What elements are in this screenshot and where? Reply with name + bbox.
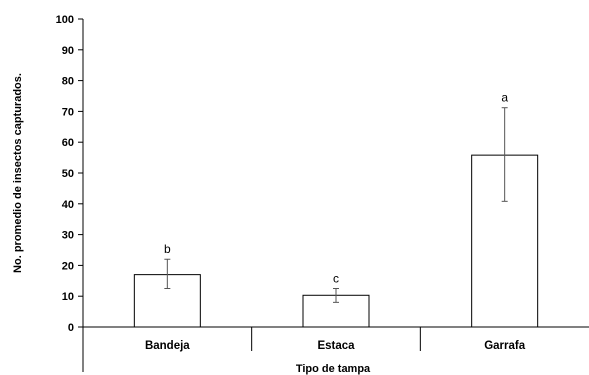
significance-letter: c [333,272,339,286]
significance-letters: b c a [164,91,508,286]
category-label: Bandeja [145,340,190,352]
y-tick-label: 50 [62,168,74,180]
y-tick-label: 30 [62,230,74,242]
y-tick-label: 100 [56,14,74,26]
y-tick-label: 60 [62,137,74,149]
significance-letter: b [164,242,171,256]
y-tick-label: 0 [68,322,74,334]
error-bars [164,107,508,303]
category-label: Garrafa [484,340,526,352]
y-tick-label: 20 [62,260,74,272]
significance-letter: a [501,91,508,105]
category-label: Estaca [317,340,355,352]
y-tick-label: 80 [62,76,74,88]
x-axis-label: Tipo de tampa [296,363,371,375]
x-axis-categories: Bandeja Estaca Garrafa [145,340,526,352]
y-tick-label: 10 [62,291,74,303]
y-tick-label: 90 [62,45,74,57]
y-tick-label: 70 [62,106,74,118]
y-tick-label: 40 [62,199,74,211]
y-axis-label: No. promedio de insectos capturados. [12,73,24,273]
y-axis-ticks: 0 10 20 30 40 50 60 70 80 90 100 [56,14,83,334]
